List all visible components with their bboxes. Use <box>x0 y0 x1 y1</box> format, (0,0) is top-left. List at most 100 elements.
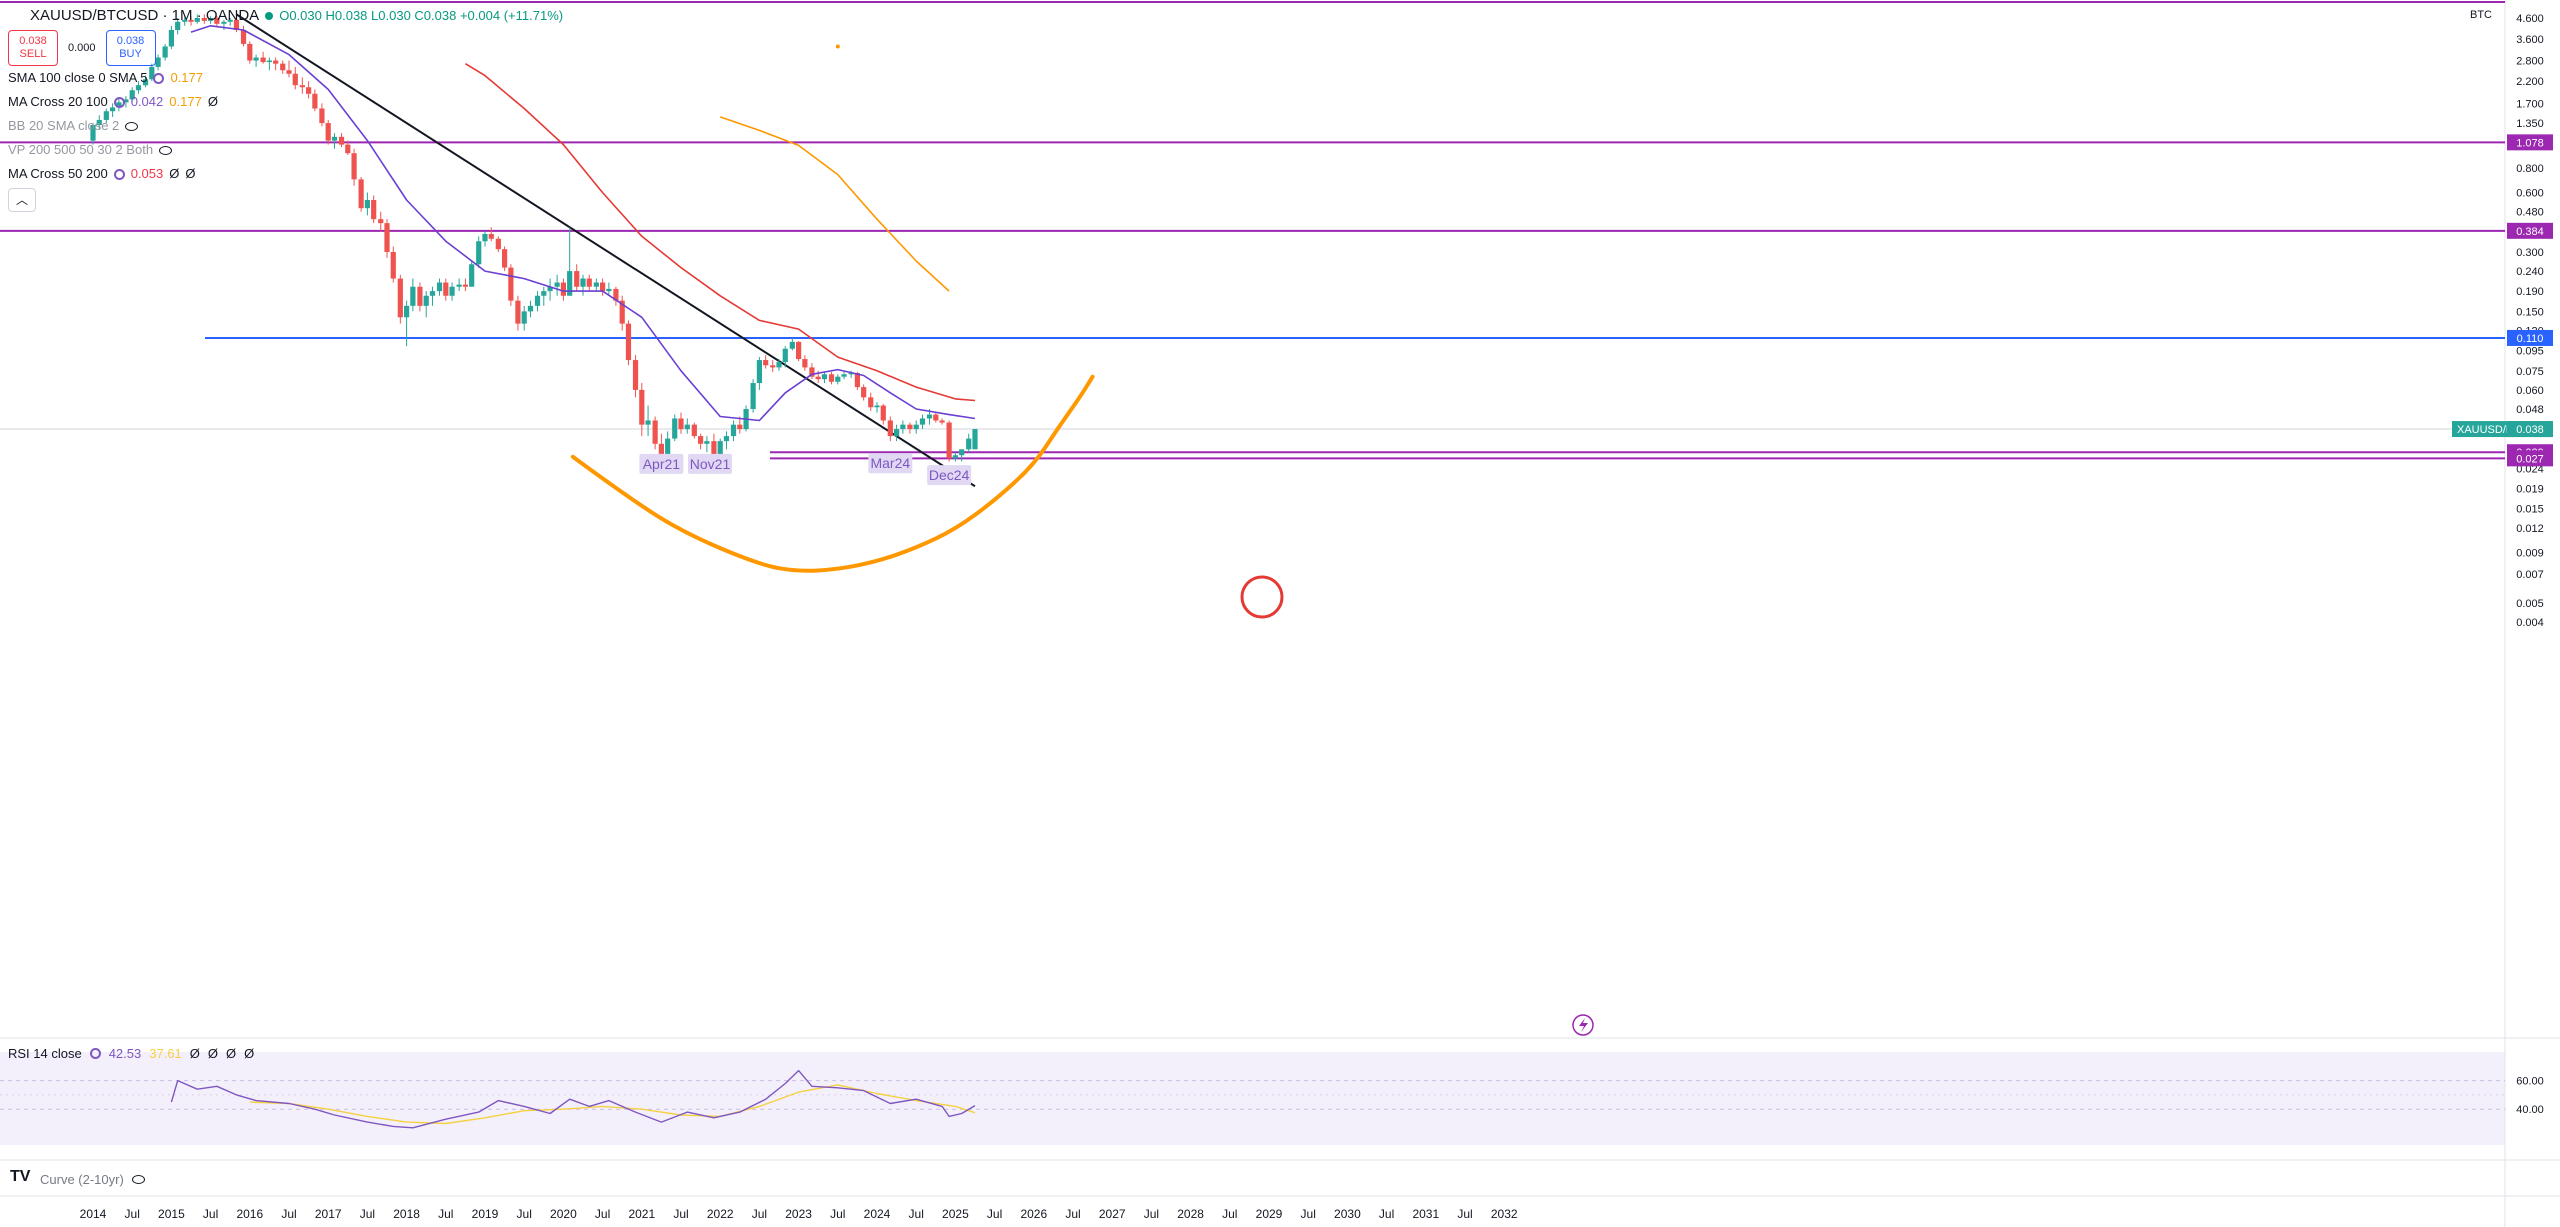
x-tick-label: Jul <box>125 1207 140 1221</box>
candle <box>527 305 534 312</box>
ohlc-values: O0.030 H0.038 L0.030 C0.038 +0.004 (+11.… <box>279 8 564 23</box>
candle <box>449 286 455 296</box>
candle <box>645 420 651 425</box>
annotation-label: Mar24 <box>870 455 910 471</box>
x-tick-label: Jul <box>360 1207 375 1221</box>
candle <box>684 424 690 430</box>
hidden-eye-icon[interactable] <box>125 121 139 131</box>
indicator-sma100[interactable]: SMA 100 close 0 SMA 5 0.177 <box>8 70 204 85</box>
candle <box>90 124 96 141</box>
rsi-band <box>0 1052 2505 1145</box>
y-tick-label: 0.005 <box>2516 598 2544 610</box>
x-tick-label: 2019 <box>472 1207 499 1221</box>
candle <box>658 443 664 456</box>
settings-icon[interactable] <box>89 1048 101 1059</box>
candle <box>201 18 207 21</box>
x-tick-label: Jul <box>595 1207 610 1221</box>
eye-icon[interactable] <box>131 1175 145 1184</box>
chevron-up-icon[interactable]: ︿ <box>8 188 36 212</box>
candle <box>946 422 952 459</box>
candle <box>730 424 737 437</box>
candle <box>443 282 449 296</box>
x-tick-label: 2025 <box>942 1207 969 1221</box>
candle <box>704 441 710 444</box>
x-tick-label: 2017 <box>315 1207 342 1221</box>
indicator-vp[interactable]: VP 200 500 50 30 2 Both <box>8 138 563 162</box>
x-tick-label: Jul <box>909 1207 924 1221</box>
candle <box>625 323 632 361</box>
candle <box>900 424 906 430</box>
settings-icon[interactable] <box>113 96 125 108</box>
x-tick-label: Jul <box>1222 1207 1237 1221</box>
candle <box>567 271 573 296</box>
candle <box>462 284 468 287</box>
x-tick-label: 2022 <box>707 1207 734 1221</box>
symbol-title[interactable]: XAUUSD/BTCUSD · 1M · OANDA <box>30 7 260 24</box>
candle <box>168 29 174 47</box>
rsi-line <box>170 1069 976 1129</box>
hidden-eye-icon[interactable] <box>159 145 173 155</box>
trade-buttons: 0.038 SELL 0.000 0.038 BUY <box>8 30 563 66</box>
annotation-box <box>868 453 913 474</box>
x-tick-label: 2029 <box>1256 1207 1283 1221</box>
indicator-ma-cross-20-100[interactable]: MA Cross 20 100 0.042 0.177 Ø <box>8 94 218 109</box>
annotation-box <box>639 453 684 474</box>
candle <box>868 397 874 408</box>
y-tick-label: 1.700 <box>2516 98 2544 110</box>
rsi-legend[interactable]: RSI 14 close 42.53 37.61 Ø Ø Ø Ø <box>8 1046 255 1061</box>
candle <box>135 85 142 91</box>
candle <box>221 21 227 24</box>
candle <box>756 360 762 384</box>
lightning-icon[interactable] <box>1572 1014 1594 1036</box>
price-tag <box>2507 222 2553 239</box>
tradingview-logo-icon[interactable]: TV <box>10 1168 31 1185</box>
market-status-icon <box>265 12 274 20</box>
sma20-line <box>190 25 976 422</box>
indicator-ma-cross-50-200[interactable]: MA Cross 50 200 0.053 Ø Ø <box>8 166 196 181</box>
candle <box>763 360 769 366</box>
candle <box>782 348 788 363</box>
candle <box>312 93 318 109</box>
x-tick-label: 2026 <box>1020 1207 1047 1221</box>
rsi-tick-label: 40.00 <box>2516 1104 2544 1116</box>
candle <box>534 295 541 306</box>
candle <box>560 282 566 296</box>
highlight-circle <box>1240 575 1284 619</box>
candle <box>488 234 494 239</box>
candle <box>129 90 135 100</box>
candle <box>331 136 338 141</box>
candle <box>103 111 109 120</box>
y-tick-label: 0.015 <box>2516 504 2544 516</box>
candle <box>515 300 521 324</box>
candle <box>926 414 933 419</box>
annotation-label: Dec24 <box>929 467 970 483</box>
x-tick-label: Jul <box>1379 1207 1394 1221</box>
candle <box>593 282 599 287</box>
y-tick-label: 0.019 <box>2516 483 2544 495</box>
candle <box>142 79 149 86</box>
x-tick-label: Jul <box>987 1207 1002 1221</box>
candle <box>887 420 893 437</box>
x-tick-label: Jul <box>517 1207 532 1221</box>
candle <box>665 438 671 456</box>
candle <box>292 73 298 86</box>
buy-button[interactable]: 0.038 BUY <box>105 30 156 66</box>
y-tick-label: 0.800 <box>2516 163 2544 175</box>
x-tick-label: Jul <box>1301 1207 1316 1221</box>
candle <box>266 60 272 63</box>
settings-icon[interactable] <box>153 72 165 84</box>
x-tick-label: Jul <box>752 1207 767 1221</box>
y-tick-label: 2.200 <box>2516 76 2544 88</box>
sell-button[interactable]: 0.038 SELL <box>8 30 58 66</box>
candle <box>672 418 678 439</box>
candle <box>247 43 253 61</box>
candle <box>691 424 697 437</box>
indicator-bb[interactable]: BB 20 SMA close 2 <box>8 114 563 138</box>
settings-icon[interactable] <box>113 168 125 180</box>
x-tick-label: 2016 <box>236 1207 263 1221</box>
candle <box>149 66 155 80</box>
curve-legend[interactable]: Curve (2-10yr) <box>40 1172 145 1187</box>
candle <box>632 360 639 390</box>
candle <box>188 19 194 22</box>
